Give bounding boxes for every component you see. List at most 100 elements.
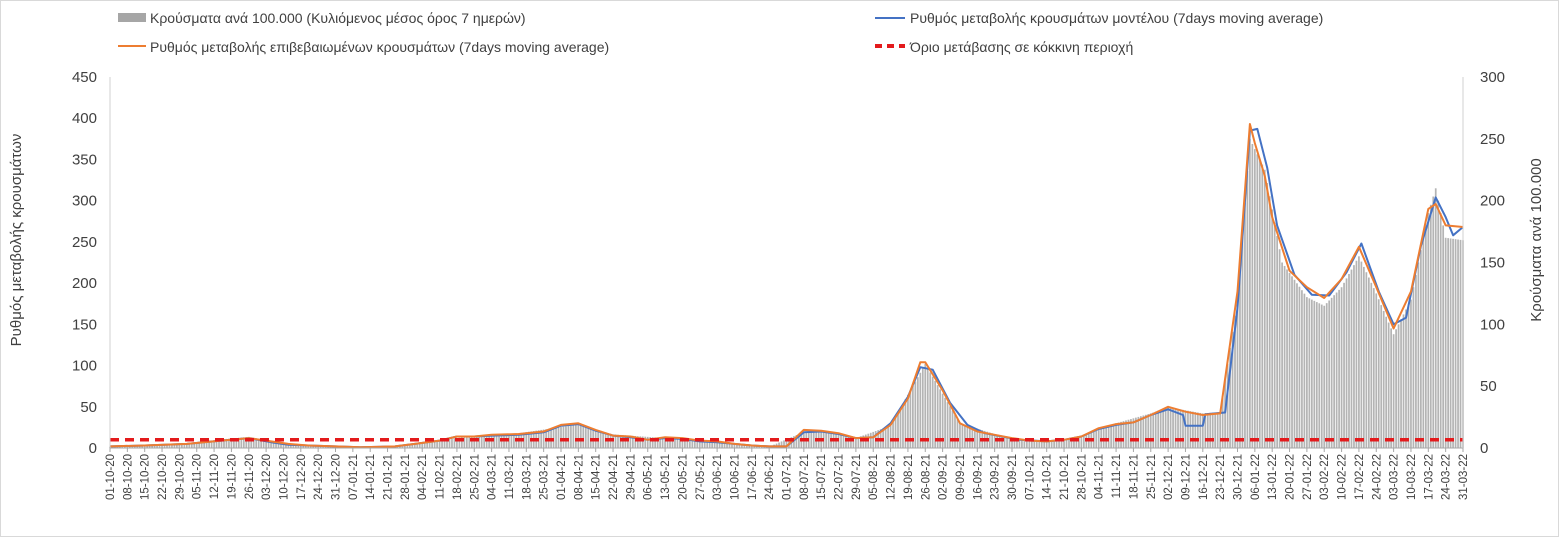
cases-bar <box>406 444 409 448</box>
cases-bar <box>1154 411 1157 448</box>
cases-bar <box>934 380 937 448</box>
x-tick-label: 22-07-21 <box>834 454 846 500</box>
cases-bar <box>513 433 515 448</box>
cases-bar <box>686 439 689 448</box>
cases-bar <box>1214 412 1217 448</box>
cases-bar <box>1115 423 1117 448</box>
cases-bar <box>1152 412 1155 448</box>
cases-bar <box>1263 169 1266 448</box>
cases-bar <box>1107 426 1110 448</box>
x-tick-label: 14-01-21 <box>365 454 377 500</box>
x-tick-label: 01-04-21 <box>556 454 568 500</box>
cases-bar <box>463 437 466 448</box>
cases-bar <box>190 442 193 448</box>
cases-bar <box>1266 183 1269 448</box>
cases-bar <box>850 437 852 448</box>
cases-bar <box>1127 419 1130 448</box>
cases-bar <box>230 438 233 448</box>
x-tick-label: 08-10-20 <box>122 454 134 500</box>
cases-bar <box>126 446 129 448</box>
cases-bar <box>946 402 949 448</box>
cases-bar <box>133 445 136 448</box>
x-tick-label: 12-11-20 <box>209 454 221 499</box>
cases-bar <box>1120 421 1122 448</box>
legend-label-cases: Κρούσματα ανά 100.000 (Κυλιόμενος μέσος … <box>150 10 526 26</box>
cases-bar <box>572 425 575 448</box>
cases-bar <box>423 442 426 448</box>
cases-bar <box>1097 430 1100 448</box>
cases-bar <box>124 446 126 448</box>
cases-bar <box>1291 276 1293 448</box>
cases-bar <box>1400 319 1402 448</box>
cases-bar <box>1348 273 1350 448</box>
cases-bar <box>1452 238 1454 448</box>
cases-bar <box>461 437 463 448</box>
cases-bar <box>701 440 704 448</box>
cases-bar <box>267 440 270 448</box>
cases-bar <box>872 431 875 448</box>
cases-bar <box>1256 154 1259 449</box>
cases-bar <box>433 441 436 448</box>
cases-bar <box>213 440 215 448</box>
cases-bar <box>411 443 414 448</box>
cases-bar <box>1055 440 1058 448</box>
cases-bar <box>1350 269 1353 448</box>
cases-bar <box>555 427 557 448</box>
cases-bar <box>557 427 560 448</box>
cases-bar <box>156 444 158 448</box>
cases-bar <box>993 433 996 448</box>
cases-bar <box>842 435 845 448</box>
cases-bar <box>862 435 865 448</box>
cases-bar <box>956 419 959 448</box>
cases-bar <box>478 435 481 448</box>
cases-bar <box>540 429 543 448</box>
x-tick-label: 09-09-21 <box>955 454 967 500</box>
x-tick-label: 25-03-21 <box>539 454 551 500</box>
cases-bar <box>884 427 887 448</box>
y-right-tick-label: 250 <box>1480 131 1505 148</box>
cases-bar <box>708 441 711 448</box>
cases-bar <box>1283 265 1286 448</box>
cases-bar <box>971 427 974 448</box>
cases-bar <box>138 445 141 448</box>
x-tick-label: 21-01-21 <box>383 454 395 500</box>
cases-bar <box>1360 261 1363 448</box>
cases-bar <box>1040 441 1043 448</box>
x-tick-label: 15-07-21 <box>816 454 828 500</box>
y-right-tick-label: 200 <box>1480 193 1505 210</box>
cases-bar <box>1457 239 1459 448</box>
cases-bar <box>912 385 914 448</box>
cases-bar <box>1412 287 1415 448</box>
cases-bar <box>810 431 813 448</box>
cases-bar <box>798 434 800 448</box>
cases-bar <box>1023 440 1026 448</box>
cases-bar <box>1189 411 1192 448</box>
cases-bar <box>542 429 545 448</box>
cases-bar <box>755 445 758 448</box>
x-tick-label: 11-11-21 <box>1111 454 1123 498</box>
cases-bar <box>223 439 225 448</box>
cases-bar <box>1028 440 1031 448</box>
cases-bar <box>1053 440 1055 448</box>
y-left-tick-label: 250 <box>72 234 97 251</box>
cases-bar <box>527 431 530 448</box>
x-tick-label: 10-03-22 <box>1406 454 1418 500</box>
cases-bar <box>480 435 483 448</box>
cases-bar <box>418 442 421 448</box>
cases-bar <box>795 435 798 448</box>
cases-bar <box>183 443 186 448</box>
cases-bar <box>1038 441 1041 448</box>
x-tick-label: 29-04-21 <box>625 454 637 500</box>
cases-bar <box>475 435 478 448</box>
cases-bar <box>148 445 151 448</box>
cases-bar <box>166 444 168 448</box>
x-tick-label: 03-12-20 <box>261 454 273 500</box>
x-tick-label: 19-08-21 <box>903 454 915 500</box>
cases-bar <box>1390 328 1392 448</box>
cases-bar <box>624 435 627 448</box>
cases-bar <box>1132 418 1135 448</box>
cases-bar <box>250 437 253 448</box>
x-axis: 01-10-20 08-10-20 15-10-20 22-10-20 29-10-20… <box>105 77 1470 500</box>
cases-bar <box>1345 278 1348 448</box>
cases-bar <box>1234 315 1236 448</box>
